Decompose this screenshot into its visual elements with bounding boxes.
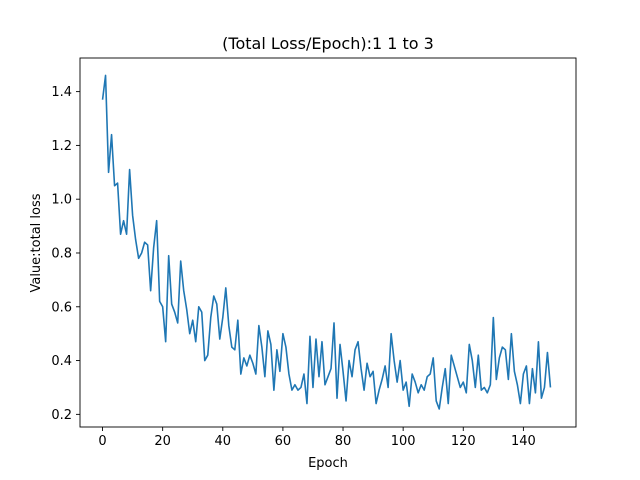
y-axis: 0.2 0.4 0.6 0.8 1.0 1.2 1.4: [51, 85, 80, 423]
x-tick-label: 20: [154, 434, 171, 449]
plot-frame: [79, 57, 577, 428]
series-line: [101, 74, 552, 410]
x-tick-label: 60: [275, 434, 292, 449]
y-tick-label: 1.2: [51, 139, 72, 154]
y-tick-label: 0.4: [51, 354, 72, 369]
x-axis-label: Epoch: [308, 456, 348, 471]
x-tick-label: 0: [98, 434, 106, 449]
x-axis: 0 20 40 60 80 100 120 140: [98, 427, 536, 449]
x-tick-label: 100: [391, 434, 416, 449]
y-tick-label: 0.2: [51, 408, 72, 423]
y-tick-label: 0.8: [51, 246, 72, 261]
chart-title: (Total Loss/Epoch):1 1 to 3: [222, 34, 434, 53]
y-tick-label: 1.0: [51, 193, 72, 208]
x-tick-label: 140: [511, 434, 536, 449]
x-tick-label: 40: [215, 434, 232, 449]
x-tick-label: 80: [335, 434, 352, 449]
y-axis-label: Value:total loss: [29, 193, 44, 292]
x-tick-label: 120: [451, 434, 476, 449]
y-tick-label: 0.6: [51, 300, 72, 315]
y-tick-label: 1.4: [51, 85, 72, 100]
plot-area: [79, 57, 577, 428]
